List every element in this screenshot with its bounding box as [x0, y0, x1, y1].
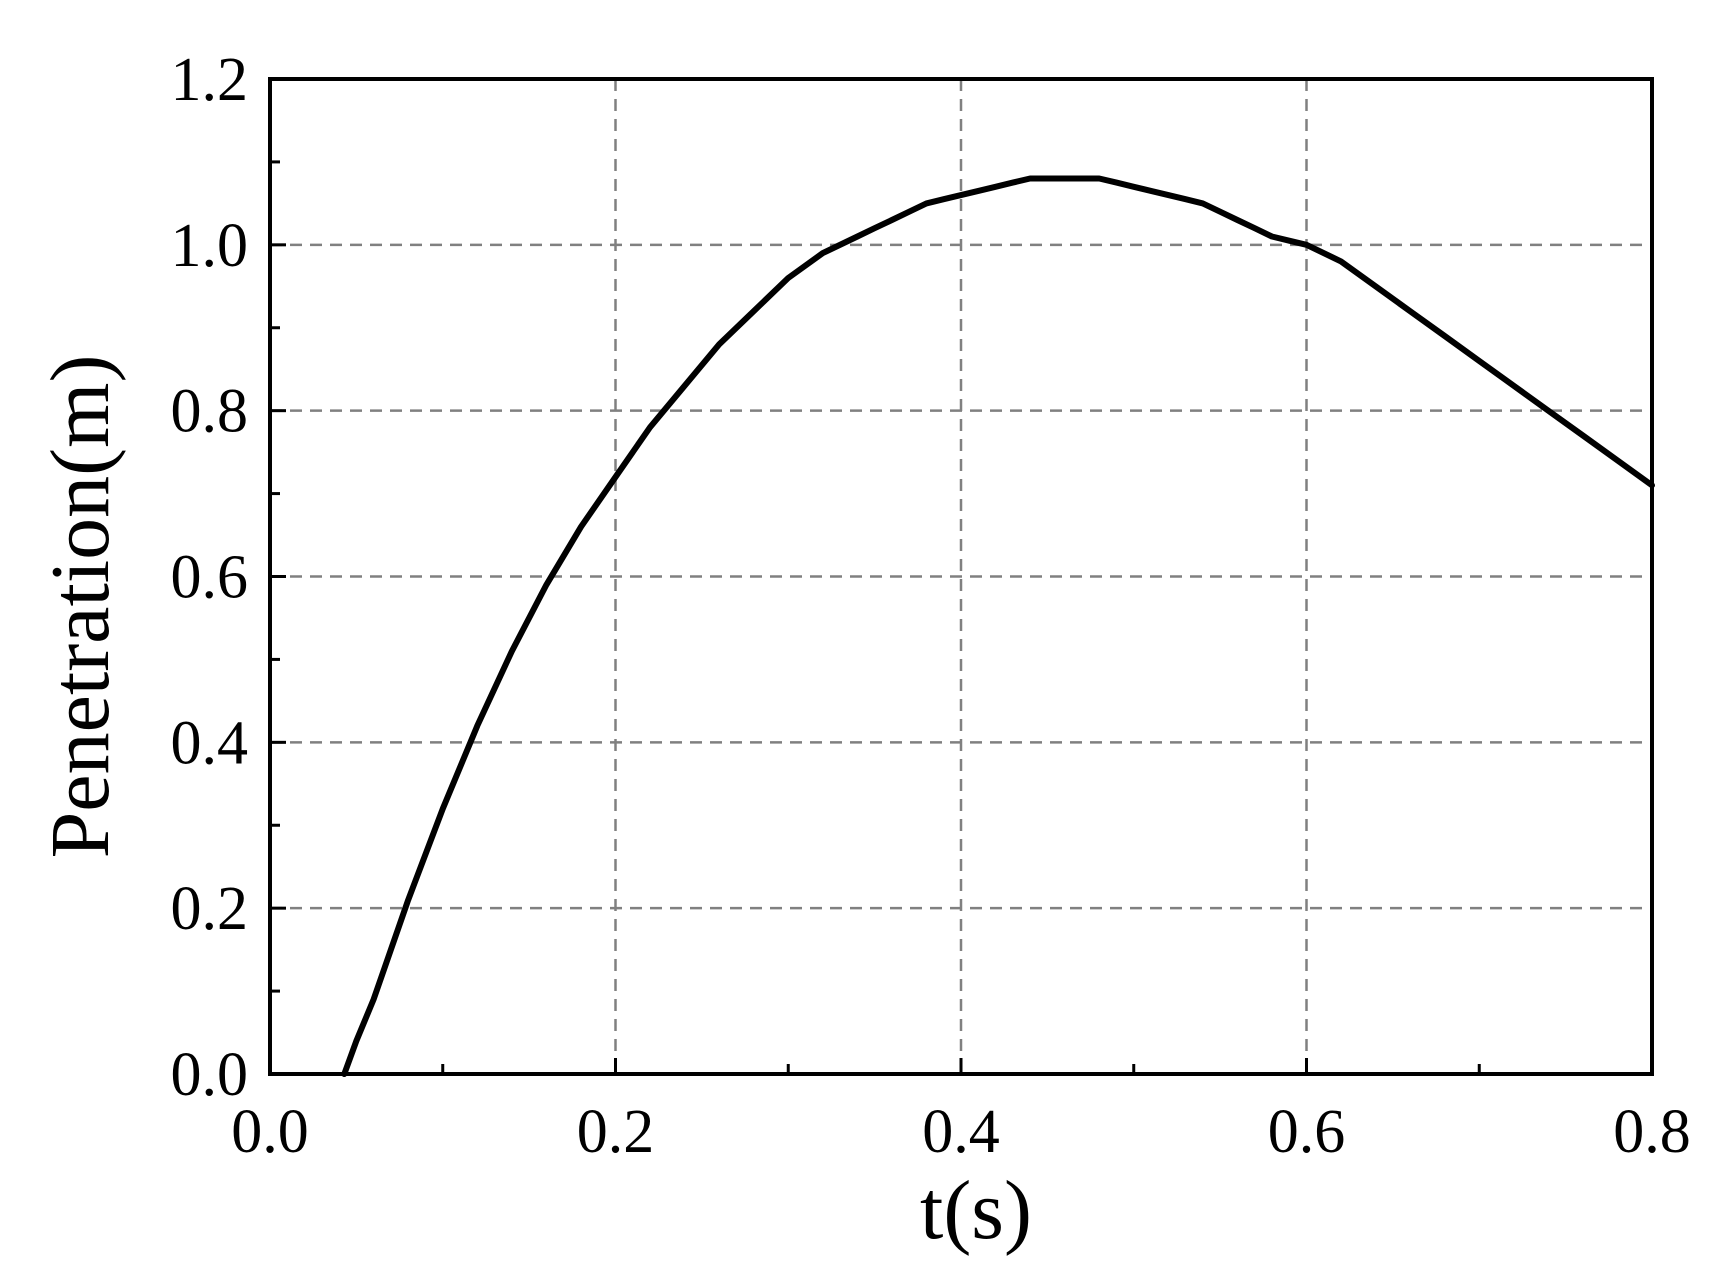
y-tick-label: 0.0	[171, 1041, 249, 1109]
y-tick-label: 1.2	[171, 46, 249, 114]
y-tick-label: 1.0	[171, 212, 249, 280]
x-tick-label: 0.6	[1268, 1098, 1346, 1166]
grid-layer	[270, 79, 1652, 1074]
x-tick-label: 0.4	[922, 1098, 1000, 1166]
x-tick-label: 0.8	[1613, 1098, 1691, 1166]
y-tick-label: 0.4	[171, 709, 249, 777]
x-axis-title: t(s)	[920, 1164, 1032, 1257]
tick-layer	[268, 77, 1654, 1076]
series-line	[341, 175, 1655, 1077]
x-tick-label: 0.2	[577, 1098, 655, 1166]
y-tick-label: 0.8	[171, 378, 249, 446]
y-tick-label: 0.6	[171, 544, 249, 612]
tick-label-layer: 0.0 0.2 0.4 0.6 0.8 0.0 0.2 0.4 0.6 0.8 1.0 1.2	[171, 46, 1691, 1166]
series-layer	[341, 175, 1655, 1077]
x-tick-label: 0.0	[231, 1098, 309, 1166]
y-tick-label: 0.2	[171, 875, 249, 943]
y-axis-title: Penetration(m)	[34, 355, 127, 859]
